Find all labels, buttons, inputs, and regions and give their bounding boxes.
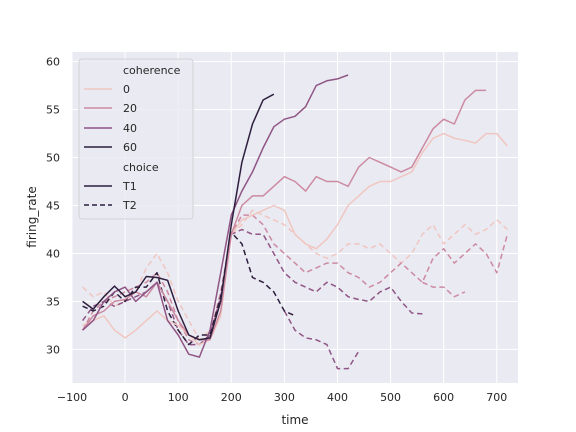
legend-label-t1: T1 xyxy=(122,180,137,193)
x-tick-label: 200 xyxy=(221,391,242,404)
series-line-coherence-20-t1 xyxy=(81,89,487,341)
y-tick-label: 30 xyxy=(46,343,60,356)
x-tick-label: 400 xyxy=(327,391,348,404)
x-tick-labels: −100 0 100 200 300 400 500 600 700 xyxy=(57,391,507,404)
series-line-coherence-20-t2 xyxy=(422,281,466,298)
legend-frame xyxy=(78,58,194,220)
y-tick-label: 50 xyxy=(46,152,60,165)
legend-hue-title: coherence xyxy=(123,64,181,77)
y-tick-label: 45 xyxy=(46,200,60,213)
x-tick-label: 500 xyxy=(380,391,401,404)
y-tick-labels: 30 35 40 45 50 55 60 xyxy=(46,56,60,357)
legend: coherence 0 20 40 60 choice T1 T2 xyxy=(78,58,194,220)
x-axis-label: time xyxy=(281,413,308,427)
series-lines xyxy=(81,74,509,370)
series-line-coherence-40-t2 xyxy=(81,228,423,346)
series-line-coherence-20-t2 xyxy=(81,214,509,346)
x-tick-label: 600 xyxy=(433,391,454,404)
series-line-coherence-0-t1 xyxy=(82,132,508,346)
y-axis-label: firing_rate xyxy=(25,186,39,247)
legend-label-40: 40 xyxy=(123,122,137,135)
legend-label-60: 60 xyxy=(123,141,137,154)
x-tick-label: 700 xyxy=(486,391,507,404)
series-line-coherence-40-t2 xyxy=(283,310,360,370)
x-tick-label: −100 xyxy=(57,391,87,404)
x-tick-label: 0 xyxy=(122,391,129,404)
y-tick-label: 35 xyxy=(46,295,60,308)
series-line-coherence-60-t2 xyxy=(82,231,296,346)
series-line-coherence-40-t1 xyxy=(82,74,349,358)
x-tick-label: 100 xyxy=(168,391,189,404)
legend-label-0: 0 xyxy=(123,83,130,96)
y-tick-label: 60 xyxy=(46,56,60,69)
legend-label-t2: T2 xyxy=(122,199,137,212)
legend-style-title: choice xyxy=(123,161,159,174)
legend-label-20: 20 xyxy=(123,102,137,115)
y-tick-label: 40 xyxy=(46,247,60,260)
y-tick-label: 55 xyxy=(46,104,60,117)
x-tick-label: 300 xyxy=(274,391,295,404)
series-line-coherence-60-t1 xyxy=(82,93,275,341)
